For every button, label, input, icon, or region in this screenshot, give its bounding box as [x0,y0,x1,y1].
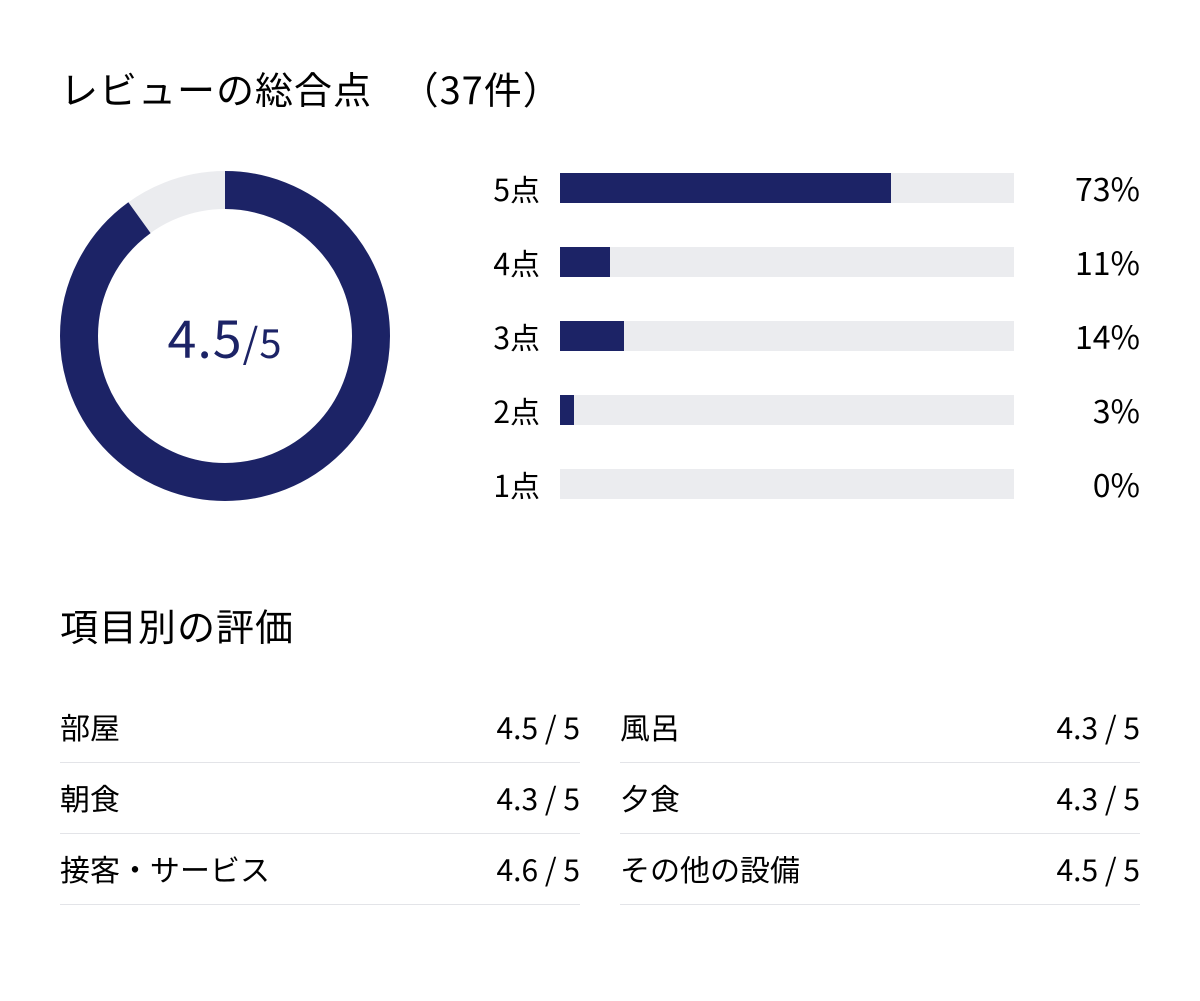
category-name: 部屋 [60,704,120,748]
dist-label: 2点 [470,388,540,432]
donut-center: 4.5/5 [60,171,390,501]
dist-bar [560,173,1014,203]
category-row: 部屋 4.5 / 5 [60,692,580,763]
category-row: 夕食 4.3 / 5 [620,763,1140,834]
dist-row: 1点 0% [470,461,1140,507]
dist-bar-fill [560,173,891,203]
category-score: 4.6 / 5 [497,846,581,890]
category-name: 夕食 [620,775,680,819]
donut-score-value: 4.5 [167,298,242,373]
category-row: 風呂 4.3 / 5 [620,692,1140,763]
category-row: 朝食 4.3 / 5 [60,763,580,834]
overall-heading: レビューの総合点 （37件） [60,60,1140,115]
category-name: 朝食 [60,775,120,819]
dist-row: 4点 11% [470,239,1140,285]
dist-percent: 73% [1034,165,1140,211]
score-donut: 4.5/5 [60,171,390,501]
category-score: 4.5 / 5 [1057,846,1141,890]
dist-percent: 11% [1034,239,1140,285]
category-name: 風呂 [620,704,680,748]
overview-section: 4.5/5 5点 73% 4点 11% 3点 14% 2点 3% 1点 0% [60,165,1140,507]
dist-percent: 3% [1034,387,1140,433]
category-row: 接客・サービス 4.6 / 5 [60,834,580,905]
donut-score-text: 4.5/5 [167,310,282,362]
category-grid: 部屋 4.5 / 5 風呂 4.3 / 5 朝食 4.3 / 5 夕食 4.3 / 5 接客・サ… [60,692,1140,905]
category-score: 4.3 / 5 [1057,775,1141,819]
heading-count: （37件） [401,60,562,115]
donut-separator: / [243,312,260,370]
dist-label: 4点 [470,240,540,284]
dist-percent: 14% [1034,313,1140,359]
category-score: 4.5 / 5 [497,704,581,748]
dist-bar [560,469,1014,499]
dist-row: 5点 73% [470,165,1140,211]
dist-bar-fill [560,395,574,425]
dist-label: 3点 [470,314,540,358]
donut-max: 5 [259,312,282,370]
category-score: 4.3 / 5 [1057,704,1141,748]
category-row: その他の設備 4.5 / 5 [620,834,1140,905]
category-heading: 項目別の評価 [60,597,1140,652]
dist-bar [560,395,1014,425]
dist-bar-fill [560,321,624,351]
dist-label: 5点 [470,166,540,210]
dist-bar [560,321,1014,351]
dist-row: 3点 14% [470,313,1140,359]
dist-label: 1点 [470,462,540,506]
rating-distribution: 5点 73% 4点 11% 3点 14% 2点 3% 1点 0% [470,165,1140,507]
category-name: 接客・サービス [60,846,270,890]
category-score: 4.3 / 5 [497,775,581,819]
dist-percent: 0% [1034,461,1140,507]
dist-bar-fill [560,247,610,277]
heading-title: レビューの総合点 [60,60,372,115]
dist-bar [560,247,1014,277]
dist-row: 2点 3% [470,387,1140,433]
category-name: その他の設備 [620,846,800,890]
